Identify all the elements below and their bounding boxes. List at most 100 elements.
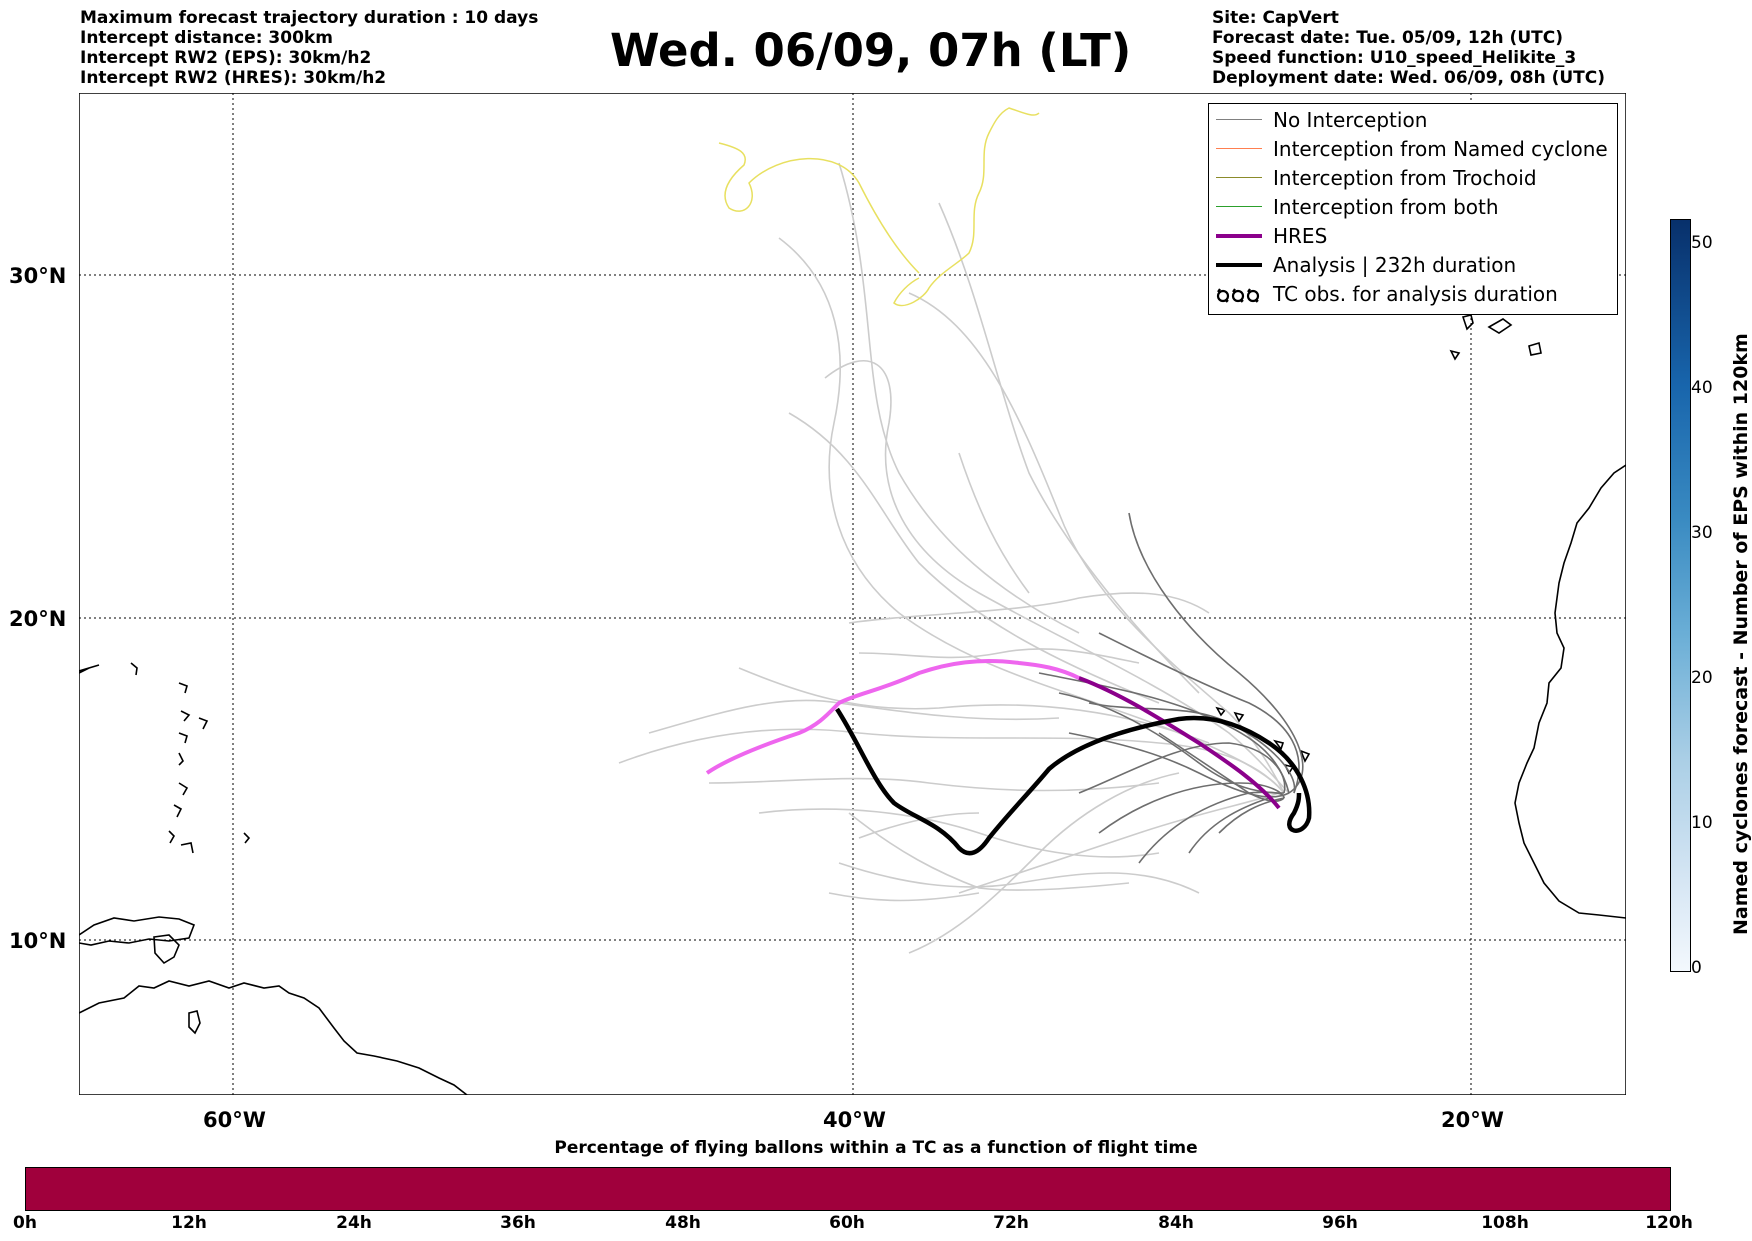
island-shape <box>173 804 183 818</box>
canary-island <box>1461 314 1474 331</box>
legend-label: Interception from Named cyclone <box>1273 137 1608 161</box>
island-shape <box>243 832 251 844</box>
header-left-line: Maximum forecast trajectory duration : 1… <box>80 8 539 28</box>
legend-item: Interception from both <box>1209 193 1617 222</box>
island-shape <box>198 717 209 730</box>
purple-line-icon <box>1216 234 1262 238</box>
legend-label: Interception from both <box>1273 195 1499 219</box>
legend-item: Interception from Named cyclone <box>1209 135 1617 164</box>
site-info: Site: CapVert Forecast date: Tue. 05/09,… <box>1212 8 1605 88</box>
gray-line-icon <box>1216 119 1262 120</box>
tc-symbol-icon <box>1216 288 1260 303</box>
colorbar-tick: 0h <box>13 1213 37 1233</box>
cape-verde-island <box>1233 711 1245 723</box>
island-shape <box>168 830 175 844</box>
island-shape <box>79 664 100 674</box>
flight-time-colorbar <box>25 1167 1671 1211</box>
lat-label-20n: 20°N <box>9 607 67 631</box>
ensemble-trajectory <box>938 202 1200 694</box>
ensemble-trajectory <box>848 812 1130 891</box>
legend-label: Analysis | 232h duration <box>1273 253 1517 277</box>
legend-item: Analysis | 232h duration <box>1209 251 1617 280</box>
header-left-line: Intercept distance: 300km <box>80 28 333 48</box>
island-shape <box>180 710 191 722</box>
flight-time-colorbar-title: Percentage of flying ballons within a TC… <box>554 1138 1198 1158</box>
colorbar-tick: 36h <box>500 1213 536 1233</box>
no-interception-trajectory <box>1098 632 1300 794</box>
ensemble-trajectory <box>908 772 1180 954</box>
header-right-line: Speed function: U10_speed_Helikite_3 <box>1212 48 1577 68</box>
colorbar-tick: 30 <box>1691 523 1713 543</box>
ensemble-trajectory <box>838 862 1200 894</box>
no-interception-trajectory <box>1078 742 1286 794</box>
cape-verde-island <box>1299 749 1311 763</box>
no-interception-trajectory <box>1068 732 1290 798</box>
ensemble-trajectory <box>958 792 1280 894</box>
header-right-line: Deployment date: Wed. 06/09, 08h (UTC) <box>1212 68 1606 88</box>
colorbar-tick: 10 <box>1691 813 1713 833</box>
canary-island <box>1449 349 1461 361</box>
ensemble-trajectory <box>848 592 1210 624</box>
lat-label-10n: 10°N <box>9 929 67 953</box>
green-line-icon <box>1216 206 1262 207</box>
island-shape <box>178 782 189 796</box>
colorbar-tick: 48h <box>665 1213 701 1233</box>
map-area[interactable]: No Interception Interception from Named … <box>79 93 1626 1095</box>
lat-label-30n: 30°N <box>9 264 67 288</box>
legend-label: HRES <box>1273 224 1328 248</box>
colorbar-label: Named cyclones forecast - Number of EPS … <box>1730 333 1752 935</box>
africa-coast <box>1514 464 1626 919</box>
ensemble-trajectory <box>858 648 1140 664</box>
no-interception-trajectory <box>1128 512 1304 794</box>
legend-item: HRES <box>1209 222 1617 251</box>
ensemble-trajectory <box>738 667 1210 744</box>
ensemble-trajectory <box>788 412 1160 704</box>
cyclone-count-colorbar <box>1670 219 1691 972</box>
colorbar-tick: 20 <box>1691 668 1713 688</box>
legend-label: Interception from Trochoid <box>1273 166 1537 190</box>
island-shape <box>180 842 194 854</box>
lon-label-20w: 20°W <box>1441 1108 1504 1132</box>
forecast-parameters: Maximum forecast trajectory duration : 1… <box>80 8 538 88</box>
south-america-coast <box>79 980 468 1095</box>
no-interception-trajectory <box>1218 797 1285 834</box>
header-right-line: Site: CapVert <box>1212 8 1339 28</box>
tc-observation-track <box>718 142 920 274</box>
colorbar-label-text: Named cyclones forecast - Number of EPS … <box>1730 333 1752 935</box>
hres-trajectory-early <box>705 659 1080 775</box>
legend-item: No Interception <box>1209 106 1617 135</box>
map-legend: No Interception Interception from Named … <box>1208 103 1618 315</box>
ensemble-trajectory <box>828 892 980 902</box>
colorbar-tick: 120h <box>1645 1213 1693 1233</box>
no-interception-trajectory <box>1188 797 1270 854</box>
caribbean-coast <box>79 916 196 946</box>
ensemble-trajectory <box>824 360 1290 794</box>
no-interception-trajectory <box>1158 732 1285 803</box>
map-title: Wed. 06/09, 07h (LT) <box>610 24 1132 77</box>
no-interception-trajectories <box>1038 512 1304 864</box>
colorbar-tick: 72h <box>993 1213 1029 1233</box>
lon-label-60w: 60°W <box>203 1108 266 1132</box>
no-interception-trajectory <box>1138 791 1285 864</box>
coastlines <box>79 314 1626 1095</box>
black-line-icon <box>1216 263 1262 267</box>
header-left-line: Intercept RW2 (EPS): 30km/h2 <box>80 48 372 68</box>
legend-label: TC obs. for analysis duration <box>1273 282 1558 306</box>
hres-trajectory-late <box>1078 676 1281 810</box>
legend-label: No Interception <box>1273 108 1428 132</box>
legend-item: TC obs. for analysis duration <box>1209 280 1617 309</box>
canary-island <box>1528 341 1542 356</box>
colorbar-tick: 0 <box>1691 958 1702 978</box>
colorbar-tick: 96h <box>1322 1213 1358 1233</box>
island-shape <box>178 752 184 766</box>
lon-label-40w: 40°W <box>823 1108 886 1132</box>
ensemble-trajectory <box>758 808 1160 858</box>
island-shape <box>130 662 138 676</box>
ensemble-trajectory <box>838 162 1080 634</box>
tc-observation-track <box>893 107 1040 307</box>
island-shape <box>178 682 188 694</box>
header-right-line: Forecast date: Tue. 05/09, 12h (UTC) <box>1212 28 1563 48</box>
colorbar-tick: 50 <box>1691 233 1713 253</box>
cape-verde-island <box>1273 739 1285 751</box>
colorbar-tick: 24h <box>336 1213 372 1233</box>
